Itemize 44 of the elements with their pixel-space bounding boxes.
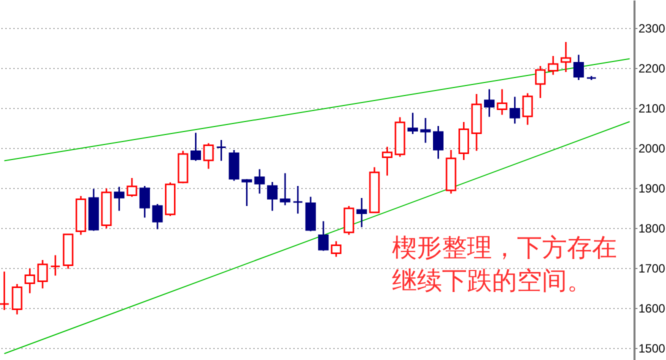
candlestick xyxy=(203,142,214,170)
candlestick xyxy=(254,168,265,194)
candlestick xyxy=(535,65,546,99)
candlestick xyxy=(510,96,520,124)
candlestick xyxy=(548,55,558,76)
candlestick xyxy=(433,125,444,160)
y-tick-label: 2200 xyxy=(638,62,666,76)
candlestick xyxy=(280,172,290,206)
candlestick xyxy=(573,54,584,81)
candlestick xyxy=(420,117,431,144)
candlestick xyxy=(190,132,201,162)
candlestick xyxy=(292,185,304,214)
candlestick xyxy=(382,146,392,176)
candlestick xyxy=(50,254,61,276)
y-tick-label: 2100 xyxy=(638,102,666,116)
y-tick-label: 1600 xyxy=(638,302,666,316)
y-tick-label: 1500 xyxy=(638,342,666,356)
candlestick xyxy=(407,112,418,135)
candlestick xyxy=(139,185,150,218)
candlestick xyxy=(216,139,227,162)
candlestick xyxy=(330,240,342,258)
candlestick xyxy=(152,203,163,230)
y-tick-label: 1900 xyxy=(638,182,666,196)
candlestick xyxy=(242,178,252,207)
candlestick xyxy=(560,41,572,73)
candlestick xyxy=(344,205,354,236)
y-tick-label: 1800 xyxy=(638,222,666,236)
candlestick xyxy=(0,270,10,311)
candlestick xyxy=(318,220,329,252)
candlestick xyxy=(522,92,533,126)
candlestick xyxy=(484,88,495,118)
candlestick xyxy=(114,186,124,212)
candlestick xyxy=(126,177,138,198)
y-tick-label: 2300 xyxy=(638,22,666,36)
candlestick xyxy=(37,259,48,290)
candlestick xyxy=(24,268,36,294)
candlestick xyxy=(356,197,367,228)
y-tick-label: 1700 xyxy=(638,262,666,276)
y-tick-label: 2000 xyxy=(638,142,666,156)
candlestick xyxy=(12,283,22,316)
annotation: 楔形整理，下方存在继续下跌的空间。 xyxy=(392,234,617,295)
candlestick xyxy=(267,181,278,212)
candlestick xyxy=(458,121,470,161)
candlestick xyxy=(496,88,508,116)
